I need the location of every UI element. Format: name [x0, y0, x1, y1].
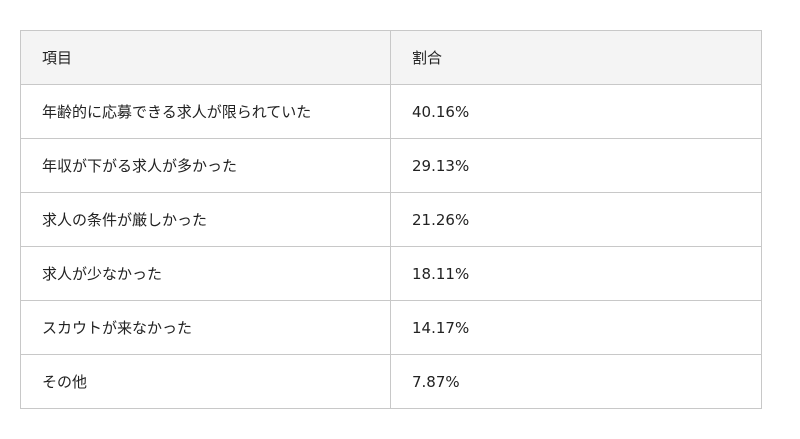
- item-cell: 求人の条件が厳しかった: [20, 192, 391, 247]
- table-row: 年収が下がる求人が多かった 29.13%: [20, 138, 762, 193]
- item-cell: 年齢的に応募できる求人が限られていた: [20, 84, 391, 139]
- percent-cell: 29.13%: [390, 138, 762, 193]
- header-cell: 項目: [20, 30, 391, 85]
- percent-cell: 18.11%: [390, 246, 762, 301]
- table-body: 年齢的に応募できる求人が限られていた 40.16% 年収が下がる求人が多かった 29.…: [20, 84, 762, 409]
- table: 項目 割合 年齢的に応募できる求人が限られていた 40.16% 年収が下がる求人が多…: [20, 30, 762, 409]
- percent-cell: 40.16%: [390, 84, 762, 139]
- percent-cell: 14.17%: [390, 300, 762, 355]
- item-cell: 求人が少なかった: [20, 246, 391, 301]
- header-cell: 割合: [390, 30, 762, 85]
- table-row: 年齢的に応募できる求人が限られていた 40.16%: [20, 84, 762, 139]
- table-row: 求人が少なかった 18.11%: [20, 246, 762, 301]
- table-row: その他 7.87%: [20, 354, 762, 409]
- table-row: スカウトが来なかった 14.17%: [20, 300, 762, 355]
- percent-cell: 21.26%: [390, 192, 762, 247]
- item-cell: その他: [20, 354, 391, 409]
- item-cell: スカウトが来なかった: [20, 300, 391, 355]
- header-row: 項目 割合: [20, 30, 762, 85]
- table-row: 求人の条件が厳しかった 21.26%: [20, 192, 762, 247]
- percent-cell: 7.87%: [390, 354, 762, 409]
- item-cell: 年収が下がる求人が多かった: [20, 138, 391, 193]
